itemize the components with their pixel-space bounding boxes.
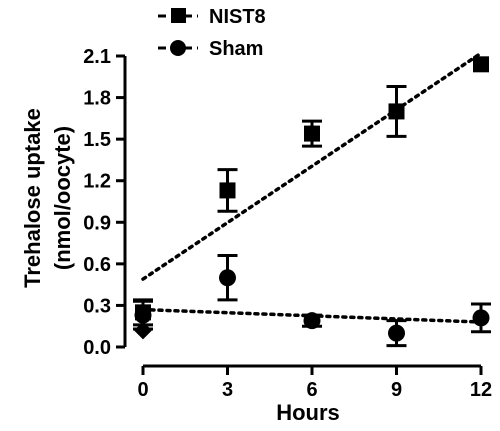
legend: NIST8 Sham xyxy=(158,6,266,60)
axes xyxy=(116,54,483,375)
tick-labels: 0.0 0.3 0.6 0.9 1.2 1.5 1.8 2.1 0 3 6 9 12 xyxy=(83,46,492,401)
point-sham xyxy=(472,309,490,327)
y-axis-title-line1: Trehalose uptake xyxy=(20,108,45,288)
legend-circle-marker xyxy=(170,40,186,56)
y-tick-label: 1.5 xyxy=(83,129,111,151)
point-nist8 xyxy=(388,103,405,120)
point-diamond xyxy=(134,321,152,340)
y-tick-label: 0.9 xyxy=(83,212,111,234)
y-tick-label: 0.0 xyxy=(83,337,111,359)
y-axis-title: Trehalose uptake (nmol/oocyte) xyxy=(20,108,75,288)
data-points xyxy=(134,56,490,342)
trendlines xyxy=(141,51,483,324)
y-tick-label: 1.8 xyxy=(83,88,111,110)
point-sham xyxy=(303,312,321,330)
point-nist8 xyxy=(219,182,236,199)
point-sham xyxy=(219,269,236,287)
y-tick-label: 0.6 xyxy=(83,254,111,276)
legend-item-nist8: NIST8 xyxy=(158,6,266,28)
legend-item-sham: Sham xyxy=(158,38,263,60)
point-sham xyxy=(388,324,405,342)
y-tick-label: 2.1 xyxy=(83,46,111,68)
point-nist8 xyxy=(304,125,320,142)
legend-label-nist8: NIST8 xyxy=(209,6,266,28)
legend-square-marker xyxy=(171,8,186,23)
x-tick-label: 3 xyxy=(222,379,233,401)
point-nist8 xyxy=(473,56,489,73)
x-tick-label: 6 xyxy=(306,379,317,401)
trendline-nist8 xyxy=(141,51,483,281)
point-sham xyxy=(134,306,152,324)
x-axis-title: Hours xyxy=(276,400,340,425)
y-tick-label: 1.2 xyxy=(83,171,111,193)
error-bars xyxy=(133,84,491,348)
legend-label-sham: Sham xyxy=(209,38,263,60)
x-tick-label: 12 xyxy=(470,379,492,401)
y-tick-label: 0.3 xyxy=(83,295,111,317)
x-tick-label: 9 xyxy=(391,379,402,401)
x-tick-label: 0 xyxy=(137,379,148,401)
y-axis-title-line2: (nmol/oocyte) xyxy=(50,126,75,270)
